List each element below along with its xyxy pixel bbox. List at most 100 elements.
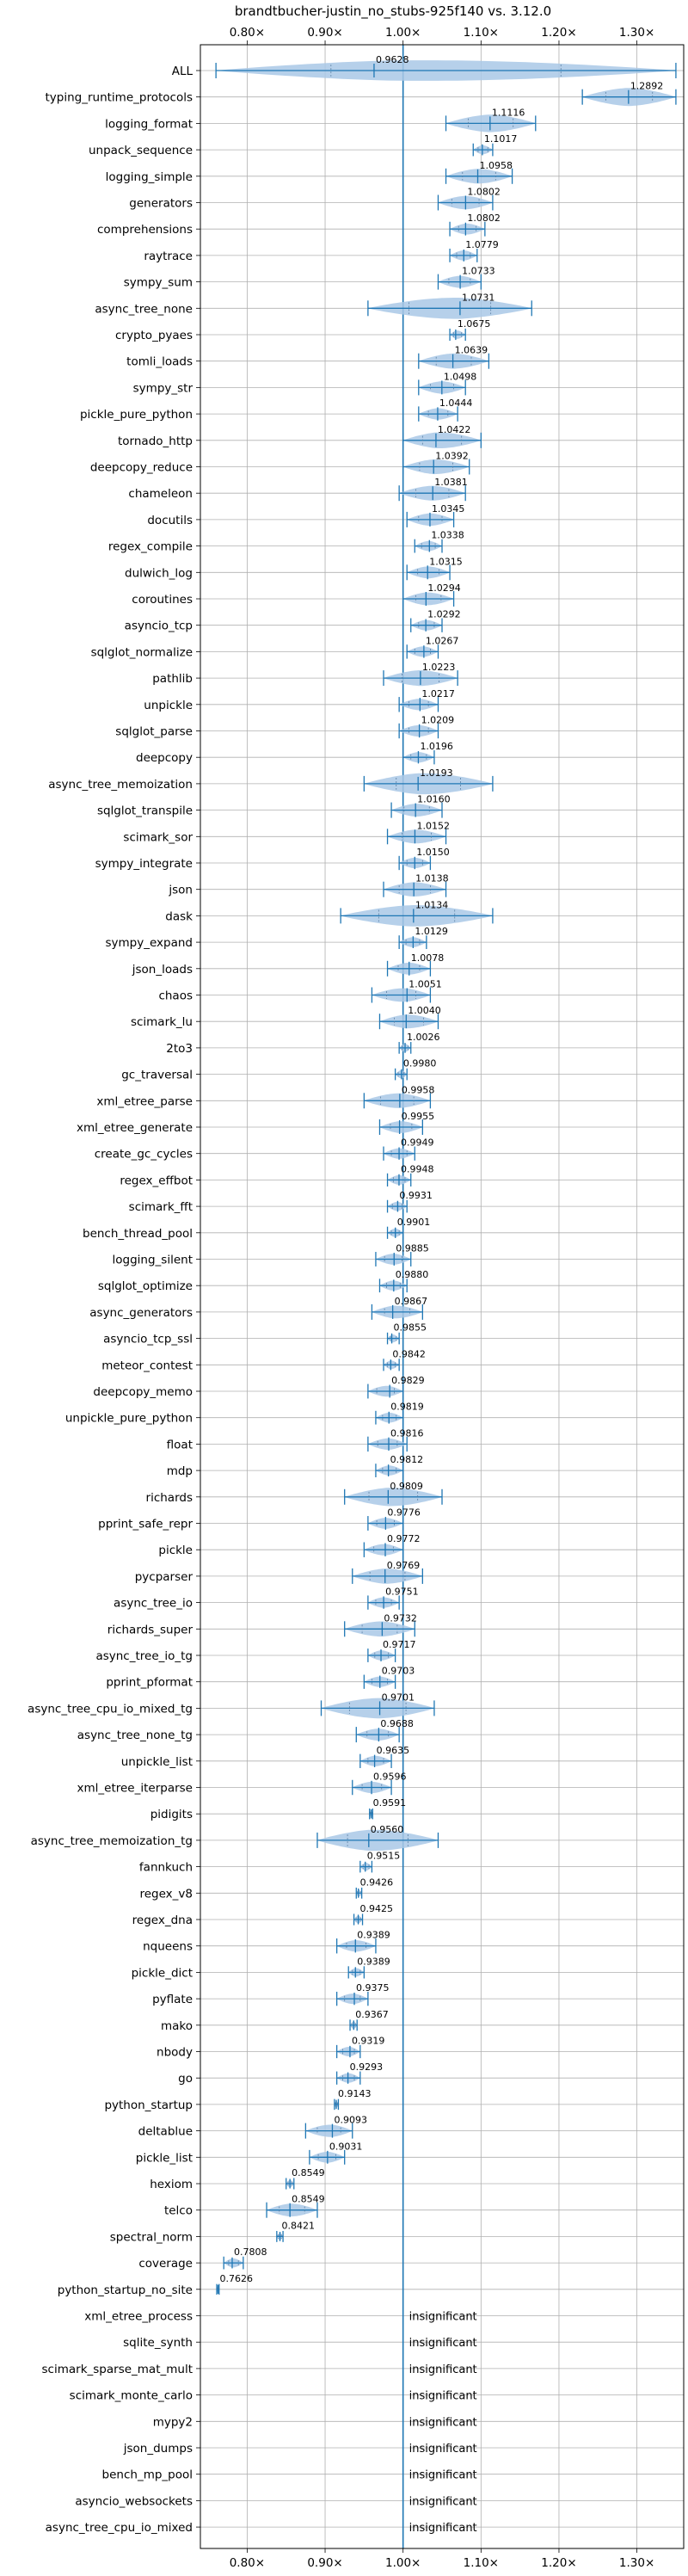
value-label: 0.9958 [402,1084,435,1095]
y-tick-label: async_tree_memoization_tg [31,1834,193,1848]
value-label: 1.0733 [462,266,495,277]
value-label: 1.0731 [462,292,495,303]
y-tick-label: xml_etree_iterparse [77,1782,194,1796]
y-tick-label: pickle_list [136,2151,193,2165]
y-tick-label: async_tree_memoization [48,778,193,792]
value-label: 0.9635 [377,1745,410,1756]
value-label: 0.9367 [355,2009,389,2020]
y-tick-label: scimark_monte_carlo [70,2389,193,2403]
value-label: 1.0217 [421,688,455,699]
y-tick-label: logging_simple [106,170,193,184]
value-label: 1.0422 [438,424,471,435]
value-label: 0.9732 [384,1612,417,1624]
y-tick-label: xml_etree_generate [77,1121,193,1135]
value-label: 1.0051 [408,979,441,990]
value-label: 0.9143 [338,2088,372,2099]
y-tick-label: docutils [147,514,193,527]
value-label: 0.8421 [282,2220,316,2231]
value-label: 0.9772 [387,1533,421,1544]
y-tick-label: create_gc_cycles [95,1148,193,1162]
y-tick-label: bench_thread_pool [83,1227,193,1241]
value-label: 1.0040 [408,1005,441,1016]
insignificant-label: insignificant [409,2522,477,2535]
y-tick-label: scimark_lu [131,1015,193,1029]
value-label: 1.0150 [416,847,449,858]
insignificant-label: insignificant [409,2469,477,2482]
value-label: 0.8549 [292,2194,325,2205]
value-label: 1.0026 [407,1032,440,1043]
insignificant-label: insignificant [409,2311,477,2324]
y-tick-label: json_loads [132,963,193,977]
y-tick-label: sympy_expand [105,936,193,950]
y-tick-label: deepcopy_reduce [90,461,193,475]
value-label: 1.0209 [421,715,455,726]
value-label: 0.9319 [352,2036,385,2047]
ytick-layer: ALL typing_runtime_protocols logging_forma… [28,65,200,2535]
insignificant-label: insignificant [409,2495,477,2508]
x-tick-label-bottom: 1.30× [619,2556,654,2570]
y-tick-label: python_startup_no_site [58,2283,193,2297]
x-tick-label-bottom: 1.00× [385,2556,421,2570]
y-tick-label: asyncio_tcp_ssl [103,1333,193,1347]
y-tick-label: mypy2 [153,2415,193,2429]
y-tick-label: sympy_sum [124,276,193,290]
x-tick-label-bottom: 1.20× [541,2556,576,2570]
y-tick-label: deepcopy_memo [93,1385,193,1399]
value-label: 0.9293 [350,2061,384,2073]
y-tick-label: sympy_str [133,381,194,395]
value-label: 0.7808 [234,2246,267,2258]
y-tick-label: hexiom [150,2178,193,2191]
y-tick-label: asyncio_websockets [75,2494,193,2508]
y-tick-label: pathlib [152,672,193,686]
y-tick-label: spectral_norm [110,2230,193,2244]
value-label: 1.0675 [458,318,491,330]
value-label: 1.0779 [465,239,499,250]
frame-layer [200,44,685,2549]
y-tick-label: coroutines [132,593,193,607]
value-label: 1.0292 [427,609,461,620]
value-label: 0.9093 [334,2115,367,2126]
value-label: 1.0802 [467,213,501,224]
y-tick-label: crypto_pyaes [115,329,193,342]
value-label: 1.0152 [416,820,449,831]
y-tick-label: sqlglot_parse [115,725,193,739]
value-label: 1.0315 [429,556,463,567]
value-label: 0.9819 [390,1402,424,1413]
insignificant-label: insignificant [409,2337,477,2350]
value-label: 1.0345 [432,503,465,515]
x-tick-label-top: 1.30× [619,26,654,40]
value-label: 0.9816 [390,1427,424,1439]
x-tick-label-top: 1.00× [385,26,421,40]
y-tick-label: scimark_sparse_mat_mult [42,2363,193,2376]
value-label: 1.0294 [427,582,461,594]
y-tick-label: deltablue [138,2125,193,2139]
value-label: 1.0134 [415,899,448,910]
y-tick-label: richards [146,1491,193,1505]
chart-title: brandtbucher-justin_no_stubs-925f140 vs.… [235,3,551,20]
y-tick-label: typing_runtime_protocols [46,91,194,105]
value-label: 0.9829 [391,1375,425,1386]
insignificant-label: insignificant [409,2416,477,2429]
value-label: 1.0338 [431,530,464,541]
y-tick-label: sqlglot_transpile [97,804,193,818]
value-label: 1.0193 [420,767,453,779]
y-tick-label: pickle [158,1544,193,1557]
y-tick-label: mako [161,2019,193,2033]
tick-layer: 0.80× 0.80× 0.90× 0.90× 1.00× 1.00× 1.10× 1.10×… [230,26,655,2570]
value-label: 0.9515 [367,1851,401,1862]
y-tick-label: mdp [167,1464,193,1478]
y-tick-label: nqueens [143,1940,193,1954]
y-tick-label: comprehensions [97,223,193,237]
y-tick-label: tornado_http [118,434,193,448]
y-tick-label: nbody [157,2046,193,2060]
y-tick-label: pprint_safe_repr [98,1518,193,1531]
y-tick-label: tomli_loads [126,355,193,369]
value-label: 0.9596 [373,1772,407,1783]
value-label: 0.9560 [371,1824,404,1835]
x-tick-label-top: 0.80× [230,26,265,40]
y-tick-label: regex_v8 [139,1887,193,1901]
plot-frame [200,44,685,2549]
